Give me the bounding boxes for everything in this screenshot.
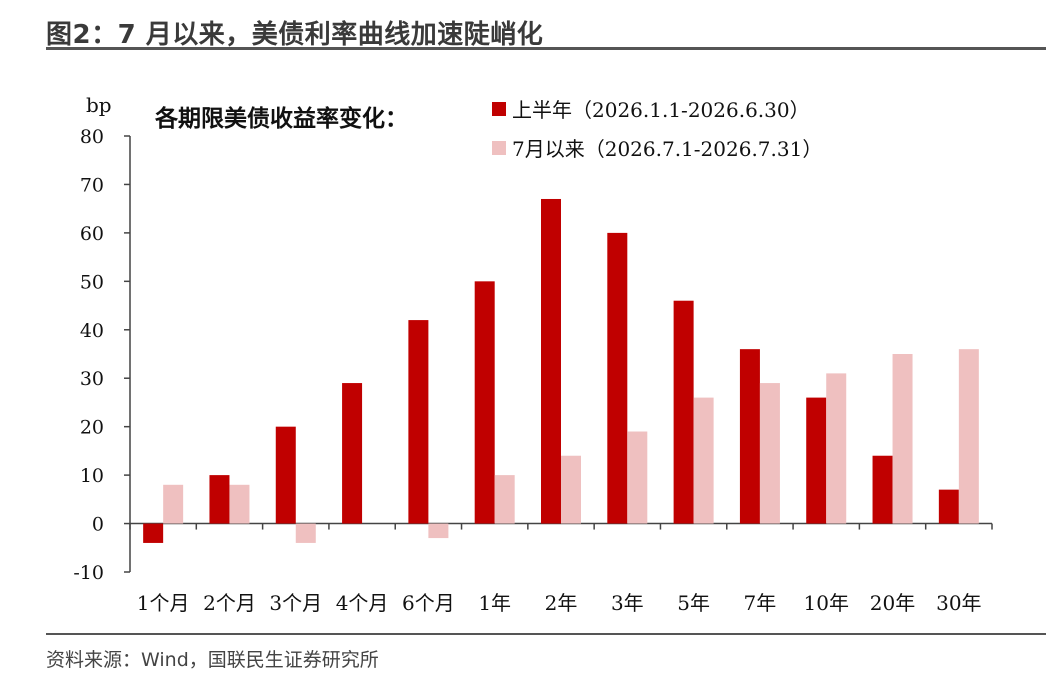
x-tick-label: 10年 — [804, 591, 849, 615]
bar-july — [494, 475, 515, 524]
y-tick-label: 80 — [80, 126, 104, 148]
bar-july — [759, 383, 780, 524]
y-tick-label: 50 — [80, 271, 104, 293]
y-tick-label: 40 — [80, 320, 104, 342]
bar-h1 — [806, 397, 827, 524]
bar-july — [163, 484, 184, 524]
x-tick-label: 1年 — [478, 591, 511, 615]
x-tick-label: 20年 — [870, 591, 915, 615]
chart-legend: 各期限美债收益率变化： 上半年（2026.1.1-2026.6.30） 7月以来（2… — [154, 98, 822, 161]
x-tick-label: 7年 — [744, 591, 777, 615]
x-tick-label: 5年 — [677, 591, 710, 615]
bar-h1 — [607, 232, 628, 524]
title-underline — [46, 47, 1046, 50]
bar-h1 — [342, 383, 363, 524]
bar-h1 — [143, 523, 164, 543]
source-rule — [46, 633, 1046, 635]
figure-title: 图2：7 月以来，美债利率曲线加速陡峭化 — [46, 20, 544, 50]
x-tick-label: 2年 — [545, 591, 578, 615]
x-tick-label: 2个月 — [203, 591, 256, 615]
y-tick-label: 10 — [80, 465, 104, 487]
y-tick-label: 60 — [80, 223, 104, 245]
y-tick-label: 20 — [80, 417, 104, 439]
x-tick-label: 3年 — [611, 591, 644, 615]
x-tick-label: 4个月 — [336, 591, 389, 615]
y-tick-label: 70 — [80, 174, 104, 196]
x-tick-label: 6个月 — [402, 591, 455, 615]
bar-h1 — [739, 349, 760, 524]
bar-h1 — [541, 198, 561, 524]
bar-july — [892, 354, 913, 524]
bar-h1 — [673, 300, 694, 524]
chart-labels: -10 0 10 20 30 40 50 60 70 80 bp 1个月 2个月 3个月 4个月 6个月 1年 2… — [73, 93, 981, 615]
y-unit-label: bp — [86, 93, 112, 117]
source-note: 资料来源：Wind，国联民生证券研究所 — [46, 649, 379, 671]
bar-h1 — [872, 455, 893, 524]
bar-july — [295, 523, 316, 543]
bar-h1 — [474, 281, 495, 524]
bar-july — [627, 431, 648, 524]
x-tick-label: 3个月 — [269, 591, 322, 615]
y-tick-label: 0 — [92, 514, 104, 536]
bar-july — [693, 397, 714, 524]
x-tick-label: 30年 — [936, 591, 981, 615]
legend-label-july: 7月以来（2026.7.1-2026.7.31） — [512, 137, 822, 161]
bar-july — [958, 349, 979, 524]
bar-h1 — [408, 320, 429, 524]
legend-label-h1: 上半年（2026.1.1-2026.6.30） — [512, 98, 810, 122]
bar-h1 — [209, 475, 230, 524]
chart-bars — [143, 198, 979, 543]
bar-july — [428, 523, 449, 539]
y-tick-label: -10 — [73, 562, 104, 584]
legend-swatch-h1 — [492, 102, 506, 116]
bar-h1 — [275, 426, 296, 524]
bar-july — [826, 373, 847, 524]
legend-swatch-july — [492, 141, 506, 155]
y-tick-label: 30 — [80, 368, 104, 390]
bar-july — [561, 455, 581, 524]
chart-title: 各期限美债收益率变化： — [154, 105, 408, 132]
bar-h1 — [938, 489, 959, 524]
x-tick-label: 1个月 — [137, 591, 190, 615]
bar-july — [229, 484, 250, 524]
